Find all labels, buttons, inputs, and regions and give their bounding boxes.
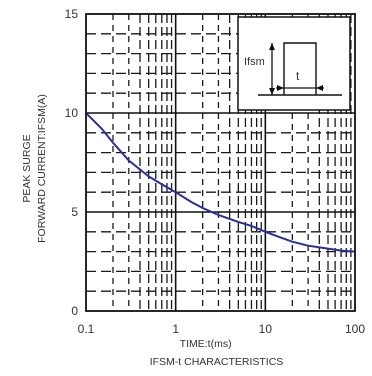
y-tick-label: 15 — [65, 7, 79, 21]
inset-ifsm-arrowhead-bottom — [269, 88, 275, 95]
inset-ifsm-arrowhead-top — [269, 43, 275, 50]
x-tick-label: 0.1 — [78, 322, 95, 336]
y-axis-label-line: FORWARD CURRENT:IFSM(A) — [36, 94, 48, 243]
y-tick-label: 5 — [71, 205, 78, 219]
chart-caption: IFSM-t CHARACTERISTICS — [150, 356, 284, 368]
series-line-0 — [85, 112, 356, 253]
inset-t-label: t — [296, 69, 300, 83]
x-axis-label: TIME:t(ms) — [180, 338, 232, 350]
inset-ifsm-label: Ifsm — [244, 56, 265, 68]
inset-t-arrowhead-left — [277, 85, 284, 91]
x-tick-label: 10 — [259, 322, 273, 336]
plot-border — [85, 13, 356, 312]
y-axis-label-line: PEAK SURGE — [21, 134, 33, 202]
x-tick-label: 1 — [172, 322, 179, 336]
x-tick-label: 100 — [345, 322, 365, 336]
inset-t-arrowhead-right — [316, 85, 323, 91]
y-tick-label: 10 — [65, 106, 79, 120]
inset-pulse — [283, 42, 317, 95]
y-tick-label: 0 — [71, 304, 78, 318]
